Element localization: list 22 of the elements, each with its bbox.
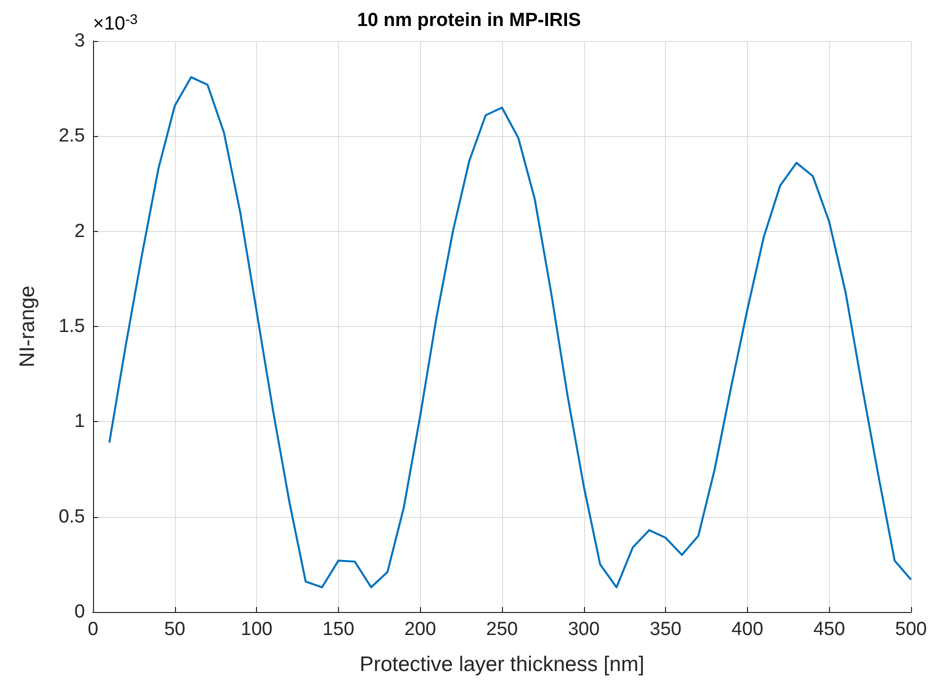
y-tick-label: 0: [74, 602, 85, 622]
x-tick-label: 300: [568, 619, 600, 640]
x-tick-label: 0: [88, 619, 98, 640]
line-series: [108, 76, 912, 588]
y-tick-label: 0.5: [58, 506, 85, 528]
x-tick-label: 350: [650, 619, 682, 640]
y-tick-label: 1.5: [58, 316, 85, 337]
x-tick-label: 100: [240, 619, 272, 640]
y-tick-label: 2: [74, 220, 85, 242]
x-tick-label: 500: [895, 619, 927, 640]
chart-title: 10 nm protein in MP-IRIS: [357, 10, 581, 31]
x-tick-label: 50: [164, 619, 186, 640]
x-tick-label: 450: [813, 619, 846, 640]
x-axis-title: Protective layer thickness [nm]: [360, 653, 644, 676]
x-tick-label: 400: [732, 619, 764, 640]
x-tick-label: 150: [322, 619, 354, 640]
y-tick-label: 3: [74, 30, 85, 52]
x-tick-label: 250: [486, 619, 518, 640]
y-tick-label: 1: [74, 411, 85, 432]
y-tick-label: 2.5: [58, 126, 85, 147]
y-axis-title: NI-range: [16, 286, 39, 368]
x-tick-label: 200: [404, 619, 436, 640]
